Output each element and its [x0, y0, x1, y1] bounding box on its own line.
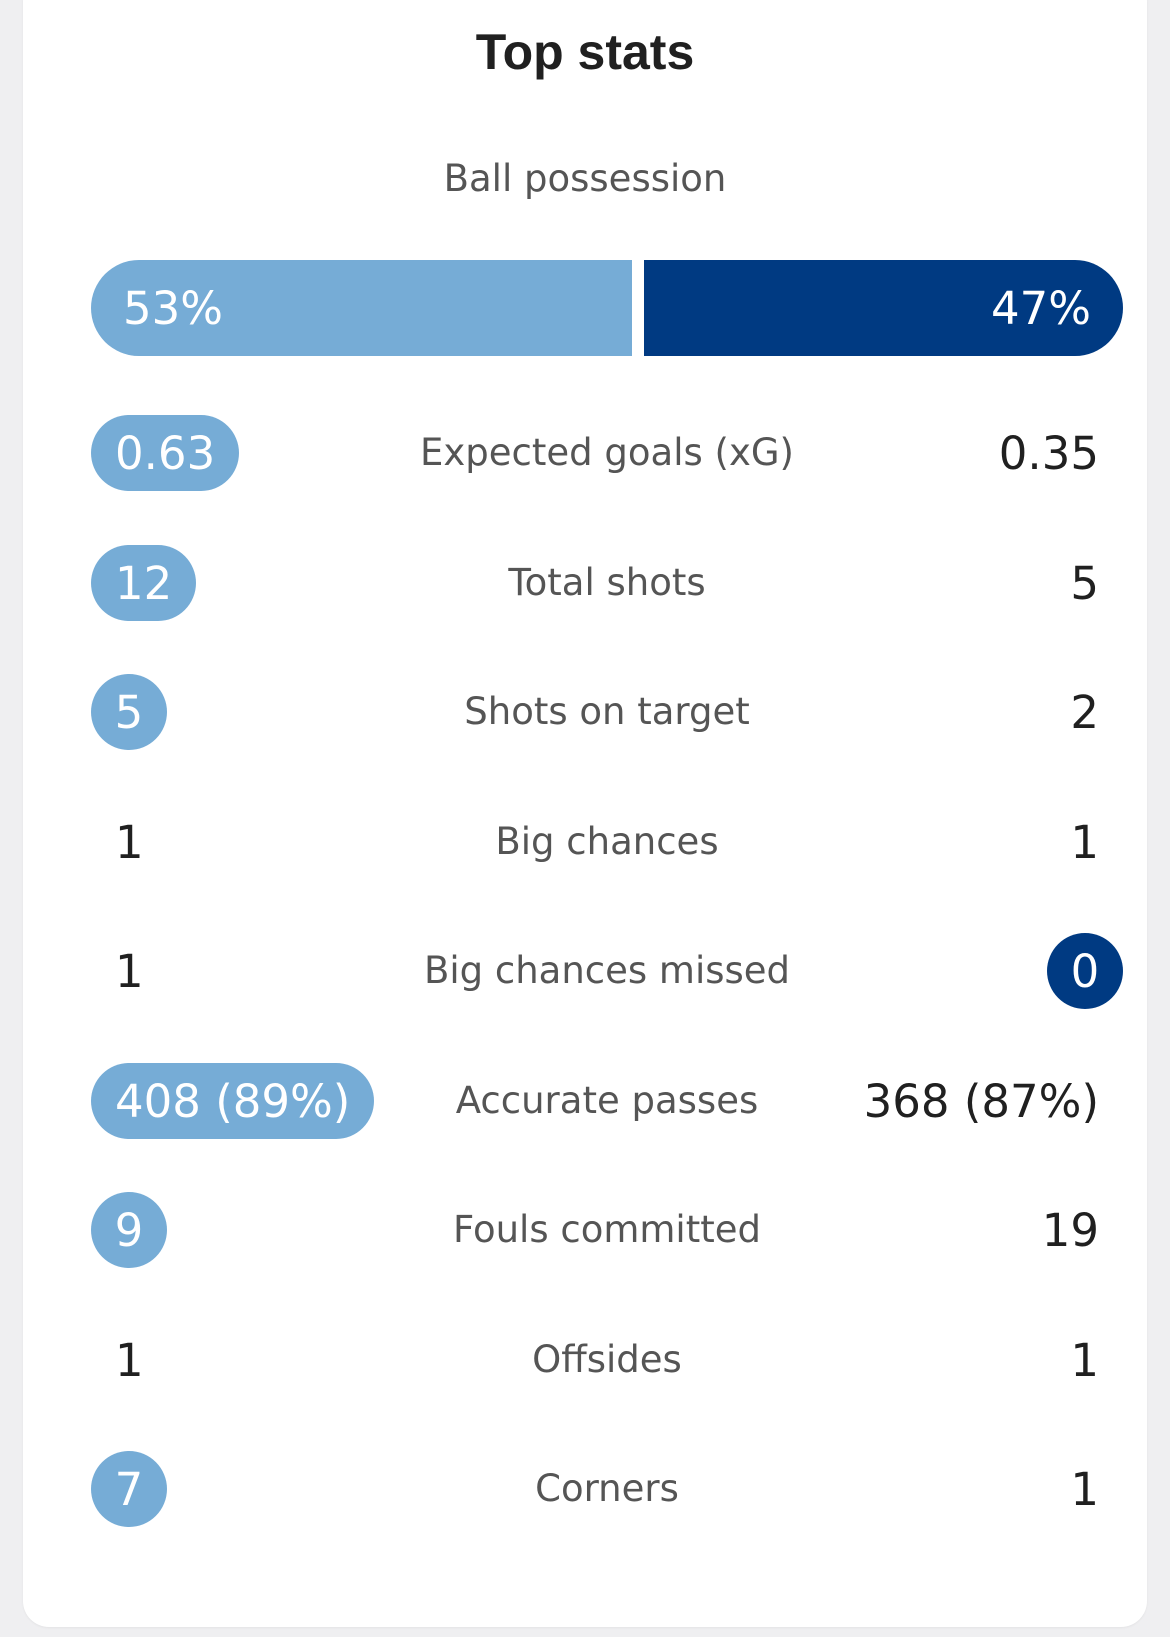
- home-value: 1: [115, 944, 144, 998]
- home-value-highlight: 0.63: [91, 415, 240, 491]
- away-side: 1: [1070, 1322, 1123, 1398]
- stat-label: Corners: [535, 1467, 679, 1510]
- away-value: 1: [1070, 1462, 1099, 1516]
- away-value: 1: [1070, 815, 1099, 869]
- stat-label: Big chances: [495, 820, 719, 863]
- away-value: 368 (87%): [863, 1074, 1099, 1128]
- home-side: 408 (89%): [91, 1063, 375, 1139]
- away-side: 19: [1042, 1192, 1123, 1268]
- stat-row-total-shots: Total shots 12 5: [91, 545, 1123, 621]
- away-side: 0.35: [999, 415, 1123, 491]
- stat-row-accurate-passes: Accurate passes 408 (89%) 368 (87%): [91, 1063, 1123, 1139]
- possession-away-segment: 47%: [644, 260, 1123, 356]
- away-side: 0: [1047, 933, 1123, 1009]
- away-value: 0.35: [998, 426, 1099, 480]
- home-value-highlight: 9: [91, 1192, 167, 1268]
- ball-possession-bar: 53% 47%: [91, 260, 1123, 356]
- away-side: 368 (87%): [864, 1063, 1123, 1139]
- stat-row-big-chances-missed: Big chances missed 1 0: [91, 933, 1123, 1009]
- possession-divider: [632, 260, 644, 356]
- away-value-highlight: 0: [1047, 933, 1123, 1009]
- home-value-highlight: 12: [91, 545, 197, 621]
- stat-row-corners: Corners 7 1: [91, 1451, 1123, 1527]
- stat-row-offsides: Offsides 1 1: [91, 1322, 1123, 1398]
- away-side: 5: [1070, 545, 1123, 621]
- away-side: 1: [1070, 1451, 1123, 1527]
- stat-label: Total shots: [508, 561, 706, 604]
- home-side: 5: [91, 674, 167, 750]
- home-value-highlight: 5: [91, 674, 167, 750]
- ball-possession-label: Ball possession: [443, 157, 727, 200]
- away-value: 2: [1070, 685, 1099, 739]
- stat-label: Shots on target: [464, 690, 750, 733]
- stat-row-expected-goals-xg: Expected goals (xG) 0.63 0.35: [91, 415, 1123, 491]
- stat-label: Expected goals (xG): [420, 431, 794, 474]
- home-side: 0.63: [91, 415, 240, 491]
- stat-row-big-chances: Big chances 1 1: [91, 804, 1123, 880]
- away-value: 19: [1041, 1203, 1099, 1257]
- stat-label: Accurate passes: [455, 1079, 759, 1122]
- stat-label: Big chances missed: [423, 949, 791, 992]
- away-value: 5: [1070, 556, 1099, 610]
- home-value: 1: [115, 1333, 144, 1387]
- home-value-highlight: 7: [91, 1451, 167, 1527]
- away-value: 1: [1070, 1333, 1099, 1387]
- stat-row-fouls-committed: Fouls committed 9 19: [91, 1192, 1123, 1268]
- possession-home-segment: 53%: [91, 260, 632, 356]
- stat-label: Offsides: [532, 1338, 682, 1381]
- home-side: 9: [91, 1192, 167, 1268]
- possession-home-value: 53%: [123, 281, 224, 335]
- home-side: 12: [91, 545, 197, 621]
- home-value: 1: [115, 815, 144, 869]
- home-side: 1: [91, 1322, 144, 1398]
- away-side: 2: [1070, 674, 1123, 750]
- top-stats-card: Top stats Ball possession 53% 47% Expect…: [23, 0, 1147, 1627]
- home-side: 1: [91, 804, 144, 880]
- section-title: Top stats: [475, 24, 695, 80]
- home-side: 1: [91, 933, 144, 1009]
- possession-away-value: 47%: [990, 281, 1091, 335]
- home-side: 7: [91, 1451, 167, 1527]
- stat-label: Fouls committed: [453, 1208, 761, 1251]
- stat-row-shots-on-target: Shots on target 5 2: [91, 674, 1123, 750]
- away-side: 1: [1070, 804, 1123, 880]
- home-value-highlight: 408 (89%): [91, 1063, 375, 1139]
